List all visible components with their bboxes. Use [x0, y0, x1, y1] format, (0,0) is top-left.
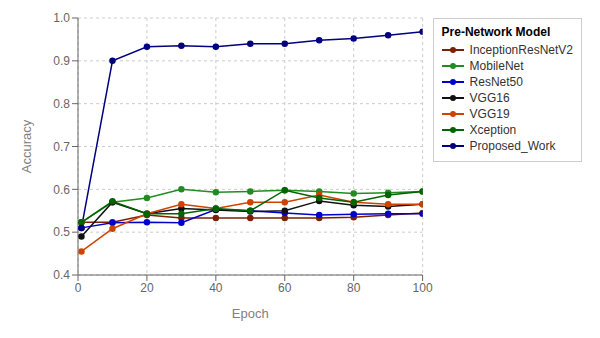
svg-text:100: 100 [413, 281, 433, 295]
svg-text:0.8: 0.8 [53, 97, 70, 111]
svg-text:60: 60 [278, 281, 292, 295]
svg-text:Accuracy: Accuracy [19, 119, 34, 173]
html-text:MobileNet: MobileNet [469, 59, 524, 73]
html-text:ResNet50: ResNet50 [469, 75, 523, 89]
svg-text:0.7: 0.7 [53, 140, 70, 154]
svg-text:0.9: 0.9 [53, 54, 70, 68]
svg-text:0: 0 [75, 281, 82, 295]
svg-text:40: 40 [209, 281, 223, 295]
svg-text:Epoch: Epoch [232, 306, 269, 321]
html-text:Xception: Xception [469, 123, 517, 137]
svg-text:0.5: 0.5 [53, 225, 70, 239]
html-text:VGG16: VGG16 [469, 91, 510, 105]
svg-text:0.4: 0.4 [53, 268, 70, 282]
svg-text:1.0: 1.0 [53, 11, 70, 25]
svg-text:0.6: 0.6 [53, 183, 70, 197]
svg-text:80: 80 [347, 281, 361, 295]
svg-text:20: 20 [140, 281, 154, 295]
html-text:Proposed_Work: Proposed_Work [469, 139, 556, 153]
html-text:Pre-Network Model: Pre-Network Model [441, 25, 551, 39]
html-text:InceptionResNetV2: InceptionResNetV2 [469, 43, 573, 57]
html-text:VGG19: VGG19 [469, 107, 510, 121]
